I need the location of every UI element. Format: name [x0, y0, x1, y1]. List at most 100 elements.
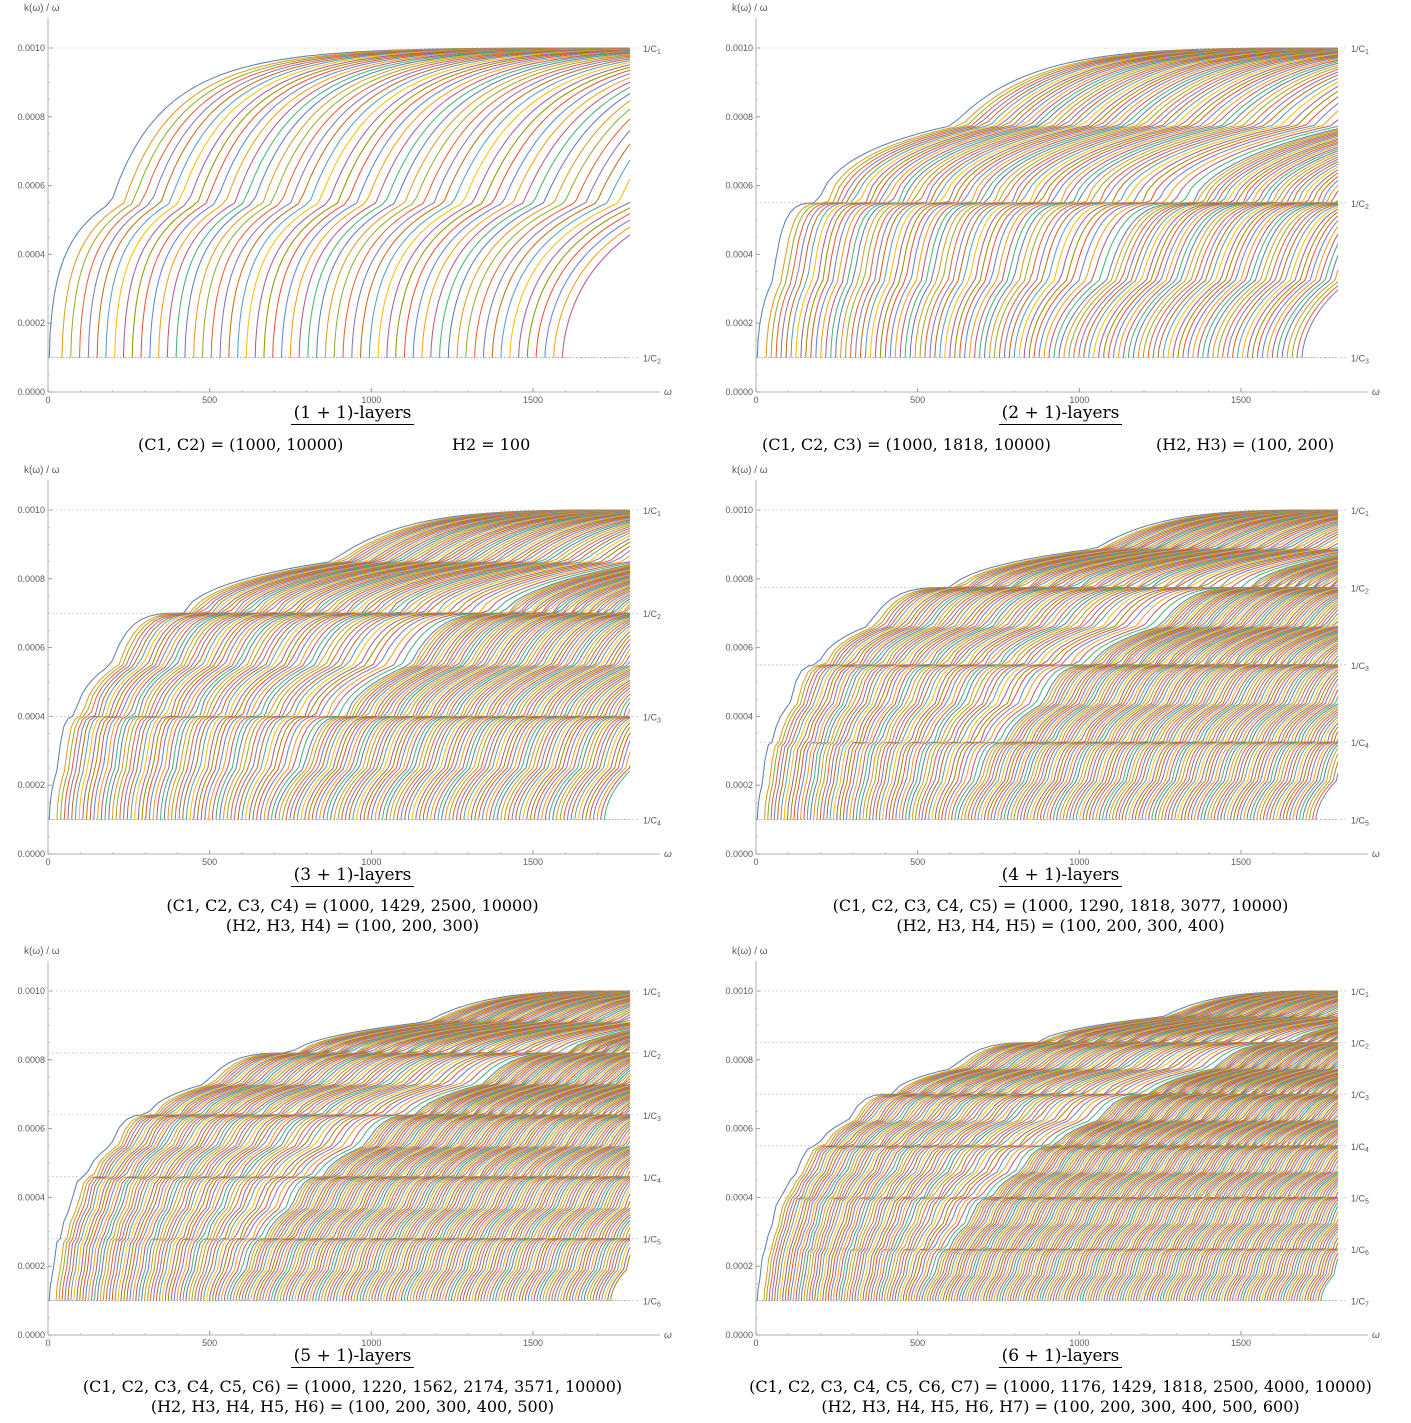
mode-curve: [481, 643, 631, 820]
mode-curve: [421, 77, 631, 358]
mode-curve: [1213, 1145, 1339, 1301]
reference-line-label: 1/C2: [643, 354, 661, 366]
mode-curve: [1154, 1111, 1339, 1301]
mode-curve: [1296, 1228, 1339, 1301]
mode-curve: [854, 47, 1339, 358]
mode-curve: [480, 1125, 631, 1301]
mode-curve: [477, 1122, 631, 1301]
mode-curve: [108, 991, 631, 1301]
mode-curve: [889, 1012, 1339, 1301]
mode-curve: [1144, 628, 1339, 820]
mode-curve: [1207, 202, 1338, 358]
mode-curve: [898, 519, 1339, 820]
mode-curve: [862, 998, 1339, 1301]
mode-curve: [835, 47, 1339, 358]
mode-curve: [577, 1214, 631, 1301]
mode-curve: [48, 509, 630, 820]
mode-curve: [418, 1096, 631, 1301]
mode-curve: [1007, 1045, 1339, 1301]
mode-curve: [1060, 1071, 1339, 1301]
mode-curve: [282, 1045, 631, 1301]
x-axis-label: ω: [1372, 387, 1380, 398]
mode-curve: [1175, 1125, 1339, 1301]
y-tick-label: 0.0000: [725, 387, 753, 397]
mode-curve: [1167, 166, 1339, 358]
mode-curve: [819, 509, 1339, 820]
mode-curve: [1151, 1108, 1339, 1301]
mode-curve: [381, 596, 631, 820]
mode-curve: [389, 600, 631, 820]
mode-curve: [878, 1005, 1339, 1301]
mode-curve: [849, 511, 1339, 820]
mode-curve: [914, 526, 1339, 820]
mode-curve: [223, 1026, 631, 1301]
mode-curve: [241, 1032, 631, 1301]
mode-curve: [993, 66, 1339, 358]
mode-curve: [270, 562, 631, 820]
mode-curve: [1009, 1046, 1339, 1301]
mode-curve: [501, 1148, 631, 1301]
x-axis-label: ω: [664, 387, 672, 398]
mode-curve: [252, 541, 631, 820]
mode-curve: [1085, 589, 1339, 820]
mode-curve: [1063, 129, 1339, 358]
mode-curve: [70, 47, 630, 358]
mode-curve: [1055, 1070, 1339, 1301]
mode-curve: [928, 536, 1339, 820]
mode-curve: [771, 990, 1339, 1301]
mode-curve: [504, 668, 631, 820]
mode-curve: [1028, 1054, 1339, 1301]
mode-curve: [1320, 1258, 1339, 1301]
mode-curve: [1296, 285, 1339, 358]
reference-line-label: 1/C7: [1351, 1297, 1369, 1309]
mode-curve: [939, 52, 1339, 358]
mode-curve: [85, 509, 631, 820]
mode-curve: [1183, 1129, 1339, 1301]
reference-line-label: 1/C5: [1351, 816, 1369, 828]
mode-curve: [1202, 200, 1339, 358]
mode-curve: [1242, 206, 1339, 358]
y-tick-label: 0.0006: [17, 1124, 45, 1134]
mode-curve: [270, 1040, 631, 1301]
mode-curve: [1177, 641, 1339, 820]
mode-curve: [85, 990, 631, 1301]
y-tick-label: 0.0008: [725, 112, 753, 122]
mode-curve: [1092, 1082, 1339, 1301]
mode-curve: [891, 517, 1339, 820]
mode-curve: [1232, 1160, 1339, 1301]
mode-curve: [964, 1039, 1339, 1301]
mode-curve: [333, 54, 631, 358]
mode-curve: [1079, 1077, 1339, 1301]
mode-curve: [1140, 1099, 1339, 1301]
mode-curve: [430, 81, 631, 358]
mode-curve: [208, 1022, 631, 1301]
mode-curve: [1256, 705, 1339, 820]
mode-curve: [899, 49, 1339, 358]
mode-curve: [879, 48, 1339, 358]
mode-curve: [407, 612, 631, 820]
chart-panel-1: k(ω) / ω ω 0.0000 0.0002 0.0004 0.0006 0.0008 0…: [0, 0, 705, 474]
wave-speed-caption: (C1, C2, C3, C4) = (1000, 1429, 2500, 10…: [166, 896, 539, 915]
mode-curve: [1271, 233, 1339, 358]
mode-curve: [951, 551, 1339, 820]
x-tick-label: 1500: [1231, 395, 1251, 405]
mode-curve: [274, 564, 631, 820]
y-tick-label: 0.0000: [725, 849, 753, 859]
mode-curve: [910, 1020, 1339, 1301]
mode-curve: [474, 118, 631, 358]
y-axis-label: k(ω) / ω: [24, 946, 60, 957]
mode-curve: [1192, 184, 1339, 358]
mode-curve: [208, 518, 631, 820]
mode-curve: [486, 1131, 631, 1301]
x-tick-label: 0: [45, 395, 50, 405]
y-tick-label: 0.0010: [17, 986, 45, 996]
mode-curve: [1217, 202, 1339, 358]
y-tick-label: 0.0004: [17, 1192, 45, 1202]
mode-curve: [436, 1106, 631, 1301]
wave-speed-caption: (C1, C2) = (1000, 10000): [138, 435, 344, 454]
mode-curve: [498, 1146, 631, 1301]
mode-curve: [765, 990, 1339, 1301]
x-tick-label: 0: [753, 1338, 758, 1348]
mode-curve: [570, 716, 631, 820]
mode-curve: [341, 1058, 631, 1301]
